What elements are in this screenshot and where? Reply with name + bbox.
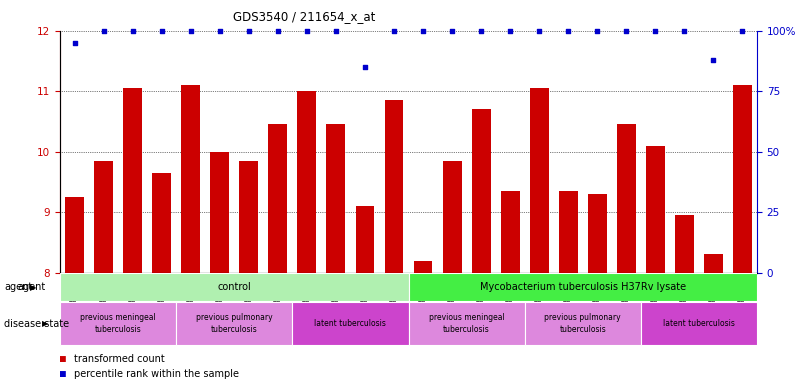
Bar (384, 100, 404, 273)
Text: Mycobacterium tuberculosis H37Rv lysate: Mycobacterium tuberculosis H37Rv lysate (480, 282, 686, 292)
Point (388, 28, 400, 34)
Bar (327, 124, 345, 273)
Point (504, 28, 517, 34)
Bar (176, 302, 292, 345)
Bar (65, 197, 84, 273)
Point (562, 28, 574, 34)
Text: agent: agent (18, 282, 46, 292)
Bar (181, 85, 200, 273)
Point (68, 40, 81, 46)
Bar (60, 302, 176, 345)
Text: ■: ■ (60, 354, 66, 364)
Text: latent tuberculosis: latent tuberculosis (663, 319, 735, 328)
Bar (646, 146, 665, 273)
Bar (297, 91, 316, 273)
Bar (123, 88, 142, 273)
Text: previous pulmonary
tuberculosis: previous pulmonary tuberculosis (196, 313, 272, 334)
Bar (152, 173, 171, 273)
Bar (292, 302, 409, 345)
Point (678, 28, 690, 34)
Text: percentile rank within the sample: percentile rank within the sample (74, 369, 239, 379)
Point (359, 64, 372, 70)
Bar (641, 302, 757, 345)
Point (475, 28, 488, 34)
Bar (413, 261, 433, 273)
Bar (588, 194, 606, 273)
Point (243, 28, 256, 34)
Bar (675, 215, 694, 273)
Point (155, 28, 168, 34)
Text: transformed count: transformed count (74, 354, 165, 364)
Point (272, 28, 284, 34)
Text: latent tuberculosis: latent tuberculosis (315, 319, 386, 328)
Bar (733, 85, 752, 273)
Point (445, 28, 458, 34)
Text: ■: ■ (60, 369, 66, 379)
Text: previous meningeal
tuberculosis: previous meningeal tuberculosis (80, 313, 156, 334)
Bar (559, 191, 578, 273)
Bar (239, 161, 258, 273)
Text: agent: agent (4, 282, 32, 292)
Text: previous pulmonary
tuberculosis: previous pulmonary tuberculosis (545, 313, 621, 334)
Point (213, 28, 226, 34)
Point (300, 28, 313, 34)
Bar (409, 302, 525, 345)
Bar (617, 124, 636, 273)
Text: previous meningeal
tuberculosis: previous meningeal tuberculosis (429, 313, 505, 334)
Bar (211, 152, 229, 273)
Point (620, 28, 633, 34)
Point (127, 28, 139, 34)
Bar (529, 88, 549, 273)
Bar (268, 124, 288, 273)
Text: ▶: ▶ (42, 319, 48, 328)
Point (707, 57, 720, 63)
Bar (501, 191, 520, 273)
Bar (704, 255, 723, 273)
Point (533, 28, 545, 34)
Point (591, 28, 604, 34)
Text: control: control (217, 282, 252, 292)
Text: disease state: disease state (4, 318, 69, 329)
Bar (409, 273, 757, 301)
Text: GDS3540 / 211654_x_at: GDS3540 / 211654_x_at (233, 10, 376, 23)
Bar (443, 161, 461, 273)
Point (97, 28, 110, 34)
Text: ▶: ▶ (30, 283, 37, 291)
Point (649, 28, 662, 34)
Point (417, 28, 429, 34)
Bar (95, 161, 113, 273)
Bar (472, 109, 490, 273)
Point (329, 28, 342, 34)
Point (184, 28, 197, 34)
Bar (525, 302, 641, 345)
Point (736, 28, 749, 34)
Bar (60, 273, 409, 301)
Bar (356, 206, 374, 273)
